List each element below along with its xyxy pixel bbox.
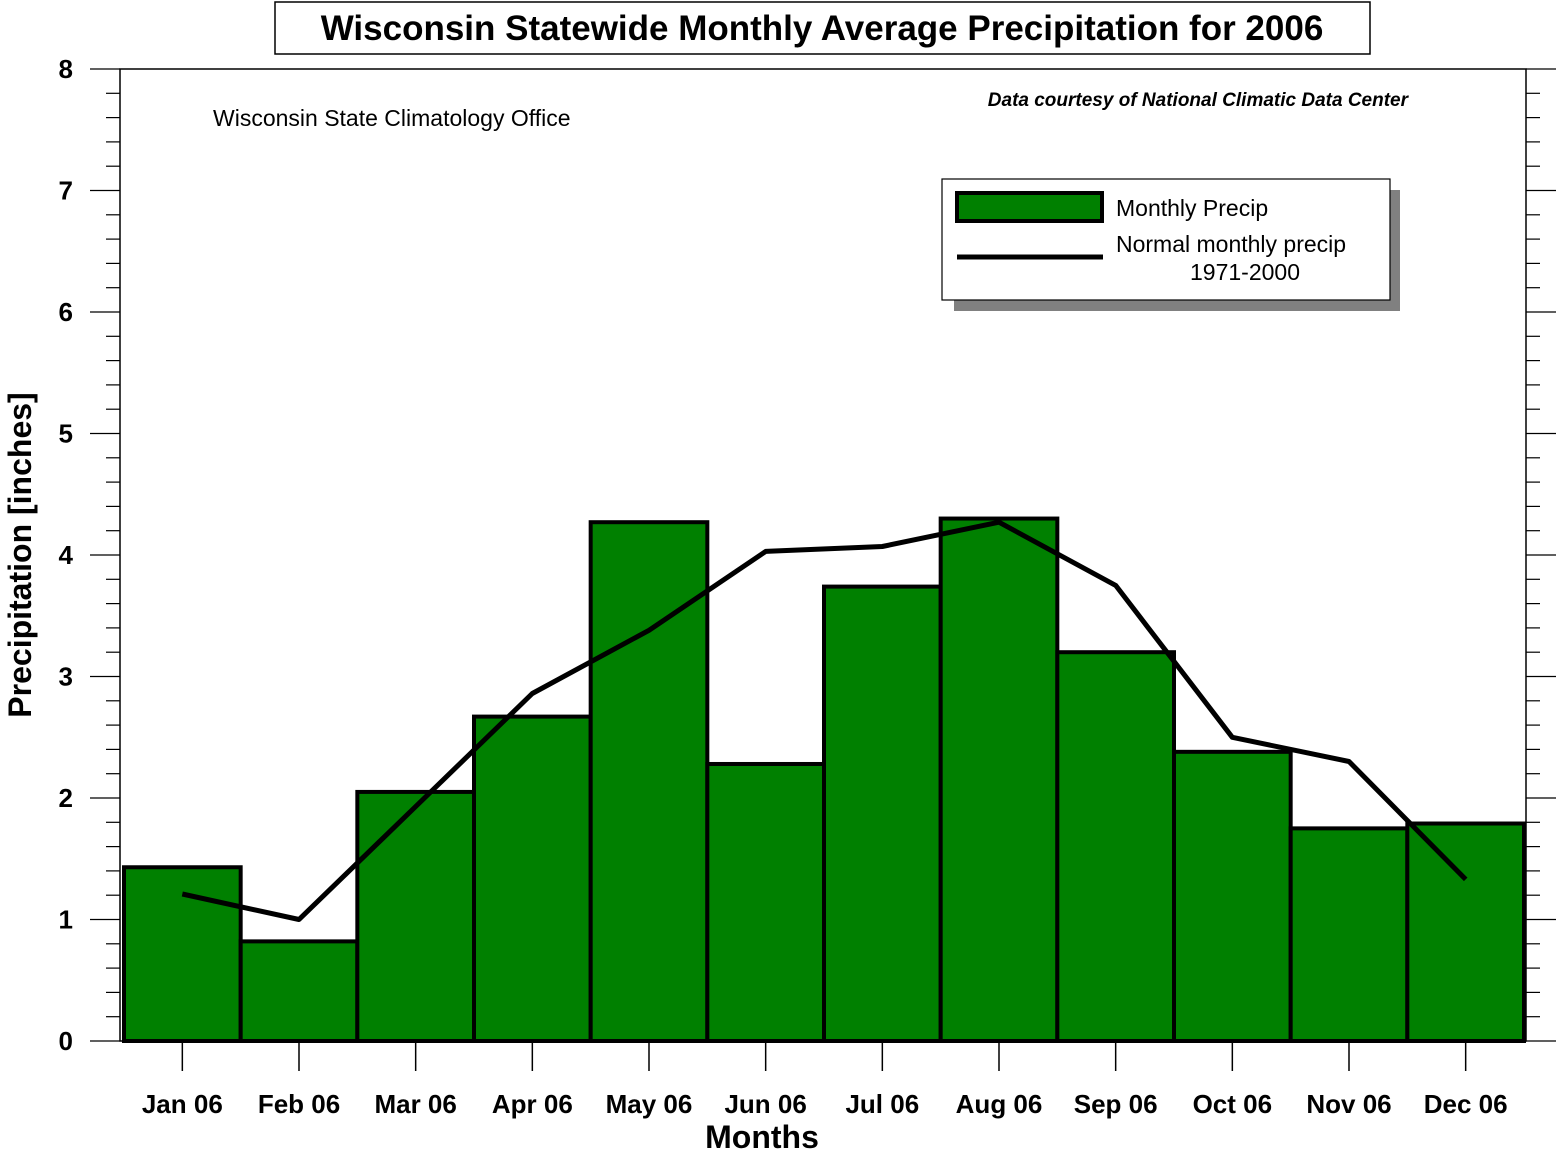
y-tick-label: 3 bbox=[59, 662, 73, 692]
credit-text: Wisconsin State Climatology Office bbox=[213, 105, 571, 131]
x-axis-title: Months bbox=[705, 1119, 819, 1155]
x-axis-ticks bbox=[181, 1041, 1467, 1071]
y-axis-tick-labels: 0 1 2 3 4 5 6 7 8 bbox=[59, 54, 74, 1056]
y-tick-label: 1 bbox=[59, 905, 73, 935]
y-tick-label: 8 bbox=[59, 54, 73, 84]
y-axis-ticks bbox=[90, 68, 1556, 1042]
bar-nov-06 bbox=[1288, 826, 1410, 1043]
bar-mar-06 bbox=[355, 789, 477, 1043]
x-tick-label: Nov 06 bbox=[1306, 1089, 1391, 1119]
bar-dec-06 bbox=[1405, 821, 1527, 1044]
x-tick-label: Feb 06 bbox=[258, 1089, 340, 1119]
monthly-precip-bars bbox=[122, 516, 1527, 1044]
bar-apr-06 bbox=[472, 714, 593, 1043]
x-tick-label: Jun 06 bbox=[724, 1089, 806, 1119]
bar-jan-06 bbox=[122, 865, 243, 1043]
chart-title: Wisconsin Statewide Monthly Average Prec… bbox=[321, 9, 1324, 48]
x-tick-label: Aug 06 bbox=[956, 1089, 1043, 1119]
x-axis-tick-labels: Jan 06 Feb 06 Mar 06 Apr 06 May 06 Jun 06 Jul … bbox=[142, 1089, 1508, 1119]
normal-precip-line bbox=[181, 519, 1468, 922]
x-tick-label: Jul 06 bbox=[845, 1089, 919, 1119]
source-note: Data courtesy of National Climatic Data … bbox=[988, 90, 1410, 111]
legend-swatch-monthly-precip bbox=[955, 191, 1104, 223]
legend-label-normal-precip: Normal monthly precip bbox=[1116, 231, 1346, 257]
y-tick-label: 6 bbox=[59, 297, 73, 327]
y-tick-label: 0 bbox=[59, 1026, 73, 1056]
x-tick-label: Mar 06 bbox=[374, 1089, 456, 1119]
bar-feb-06 bbox=[238, 939, 360, 1043]
x-tick-label: Oct 06 bbox=[1193, 1089, 1273, 1119]
y-tick-label: 2 bbox=[59, 783, 73, 813]
legend-label-monthly-precip: Monthly Precip bbox=[1116, 195, 1268, 221]
y-tick-label: 4 bbox=[59, 540, 74, 570]
y-tick-label: 7 bbox=[59, 176, 73, 206]
bar-sep-06 bbox=[1055, 650, 1177, 1043]
title-box: Wisconsin Statewide Monthly Average Prec… bbox=[274, 1, 1371, 55]
y-axis-title: Precipitation [inches] bbox=[2, 392, 38, 717]
legend-label-normal-period: 1971-2000 bbox=[1190, 259, 1300, 285]
bar-jun-06 bbox=[705, 761, 826, 1043]
legend: Monthly Precip Normal monthly precip 197… bbox=[941, 178, 1400, 311]
x-tick-label: Sep 06 bbox=[1074, 1089, 1158, 1119]
bar-oct-06 bbox=[1172, 749, 1293, 1044]
x-tick-label: Dec 06 bbox=[1424, 1089, 1508, 1119]
y-tick-label: 5 bbox=[59, 419, 73, 449]
bar-aug-06 bbox=[938, 516, 1060, 1043]
x-tick-label: Jan 06 bbox=[142, 1089, 223, 1119]
x-tick-label: May 06 bbox=[606, 1089, 693, 1119]
bar-jul-06 bbox=[822, 584, 943, 1044]
x-tick-label: Apr 06 bbox=[492, 1089, 573, 1119]
